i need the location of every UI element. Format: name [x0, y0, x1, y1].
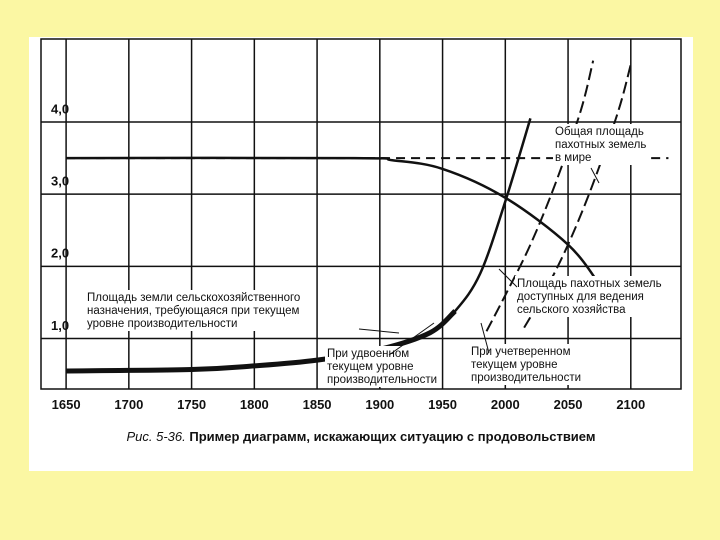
- series-required-land-current-thick: [66, 309, 457, 374]
- x-tick-label: 1950: [428, 397, 457, 412]
- annotation-total-land: Общая площадь: [555, 126, 644, 138]
- annotation-required-land: уровне производительности: [87, 318, 237, 330]
- series-available-land: [66, 156, 601, 286]
- x-tick-label: 2050: [554, 397, 583, 412]
- y-tick-label: 3,0: [51, 173, 69, 188]
- annotation-quadrupled: производительности: [471, 372, 581, 384]
- x-tick-label: 1650: [52, 397, 81, 412]
- y-tick-label: 1,0: [51, 318, 69, 333]
- x-tick-label: 1750: [177, 397, 206, 412]
- annotation-quadrupled: При учетверенном: [471, 346, 571, 358]
- x-tick-label: 2100: [616, 397, 645, 412]
- caption-figure-number: Рис. 5-36.: [126, 429, 186, 444]
- series-required-land-current: [66, 118, 532, 373]
- figure-panel: 1,0 2,0 3,0 4,0 1650 1700 1750 1800 1850 1900 1950…: [29, 37, 693, 471]
- leader-available-land: [498, 268, 518, 288]
- y-tick-label: 4,0: [51, 101, 69, 116]
- series-required-land-doubled: [485, 60, 595, 332]
- chart: 1,0 2,0 3,0 4,0 1650 1700 1750 1800 1850 1900 1950…: [40, 38, 682, 412]
- x-tick-label: 2000: [491, 397, 520, 412]
- annotation-total-land: в мире: [555, 152, 591, 164]
- annotation-available-land: доступных для ведения: [517, 291, 644, 303]
- leader-total-land: [590, 167, 600, 184]
- annotation-required-land: назначения, требующаяся при текущем: [87, 305, 299, 317]
- x-tick-label: 1900: [365, 397, 394, 412]
- annotation-available-land: сельского хозяйства: [517, 304, 626, 316]
- annotation-doubled: При удвоенном: [327, 348, 409, 360]
- leader-required-land: [358, 328, 400, 334]
- figure-caption: Рис. 5-36. Пример диаграмм, искажающих с…: [29, 429, 693, 444]
- annotation-doubled-bg: [325, 346, 441, 387]
- leader-quadrupled: [480, 322, 490, 354]
- annotation-doubled: текущем уровне: [327, 361, 414, 373]
- annotation-required-land: Площадь земли сельскохозяйственного: [87, 292, 300, 304]
- annotation-total-land: пахотных земель: [555, 139, 646, 151]
- x-tick-label: 1850: [303, 397, 332, 412]
- annotation-available-land-bg: [515, 276, 662, 317]
- y-tick-label: 2,0: [51, 246, 69, 261]
- caption-text: Пример диаграмм, искажающих ситуацию с п…: [185, 429, 596, 444]
- annotation-available-land: Площадь пахотных земель: [517, 278, 662, 290]
- x-tick-label: 1700: [114, 397, 143, 412]
- annotation-required-land-bg: [85, 290, 306, 331]
- annotation-quadrupled: текущем уровне: [471, 359, 558, 371]
- plot-frame: [40, 38, 682, 390]
- x-tick-label: 1800: [240, 397, 269, 412]
- annotation-total-land-bg: [553, 124, 650, 165]
- annotation-doubled: производительности: [327, 374, 437, 386]
- leader-doubled: [388, 322, 435, 356]
